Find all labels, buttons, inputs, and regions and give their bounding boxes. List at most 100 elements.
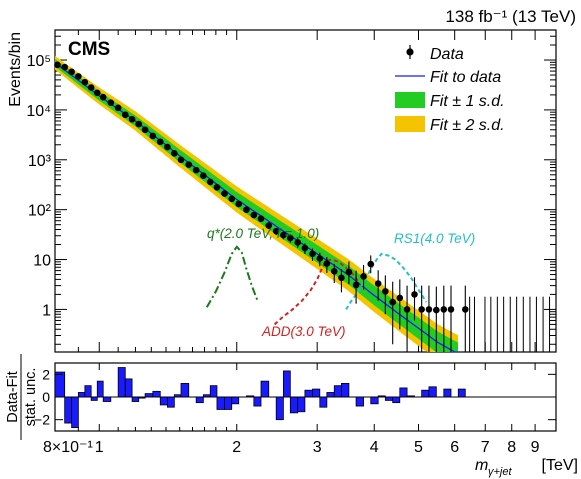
x-tick-label: 5 bbox=[414, 439, 423, 456]
data-point bbox=[294, 239, 302, 246]
residual-bar bbox=[216, 396, 225, 410]
residual-ylabel-bottom: stat. unc. bbox=[23, 368, 39, 427]
data-point bbox=[128, 115, 136, 123]
legend: Data Fit to data Fit ± 1 s.d. Fit ± 2 s.… bbox=[395, 45, 505, 134]
data-point bbox=[418, 306, 425, 313]
data-point bbox=[228, 195, 236, 203]
residual-ylabel-top: Data-Fit bbox=[5, 371, 21, 423]
residual-bar bbox=[370, 396, 379, 405]
y-tick-label: 10⁵ bbox=[27, 53, 51, 70]
residual-bar bbox=[304, 389, 313, 398]
residual-bar bbox=[326, 392, 335, 398]
residual-bar bbox=[167, 396, 175, 408]
data-point bbox=[440, 306, 448, 313]
data-point bbox=[221, 190, 228, 197]
luminosity-label: 138 fb⁻¹ (13 TeV) bbox=[445, 7, 576, 26]
residual-bar bbox=[84, 385, 92, 398]
x-tick-label: 8 bbox=[507, 439, 516, 456]
data-point bbox=[411, 291, 418, 298]
residual-bar bbox=[96, 380, 104, 398]
data-point bbox=[192, 166, 200, 174]
y-tick-label: 10⁴ bbox=[26, 103, 51, 120]
data-point bbox=[309, 250, 316, 258]
data-point bbox=[447, 306, 455, 313]
data-point bbox=[61, 63, 68, 71]
data-point bbox=[107, 99, 115, 106]
data-point bbox=[164, 143, 171, 151]
signal-label-rs1: RS1(4.0 TeV) bbox=[394, 231, 475, 246]
legend-label-2sd: Fit ± 2 s.d. bbox=[430, 117, 505, 134]
residual-bar bbox=[297, 396, 306, 413]
residual-bar bbox=[341, 382, 350, 398]
residual-bar bbox=[457, 388, 466, 398]
legend-entry-2sd: Fit ± 2 s.d. bbox=[395, 116, 505, 134]
data-point bbox=[345, 268, 353, 276]
legend-entry-1sd: Fit ± 1 s.d. bbox=[395, 92, 505, 110]
data-point bbox=[135, 120, 143, 128]
residual-bar bbox=[77, 392, 86, 398]
signal-label-qstar: q*(2.0 TeV, f = 1.0) bbox=[207, 226, 319, 241]
data-point bbox=[177, 156, 185, 164]
residual-bar bbox=[282, 370, 291, 398]
residual-bar bbox=[124, 378, 133, 398]
fit-line-path bbox=[54, 62, 458, 353]
residual-bar bbox=[209, 385, 218, 398]
residual-bar bbox=[102, 396, 112, 402]
residual-bar bbox=[253, 396, 262, 407]
data-point bbox=[250, 211, 258, 219]
residual-bar bbox=[333, 385, 342, 398]
data-point bbox=[206, 178, 214, 186]
data-point bbox=[287, 234, 294, 242]
residual-bar bbox=[231, 396, 240, 405]
x-tick-label: 8×10⁻¹ bbox=[43, 439, 93, 456]
data-point bbox=[141, 126, 149, 134]
residual-bar bbox=[117, 367, 126, 398]
data-point bbox=[374, 280, 382, 287]
data-point bbox=[338, 274, 345, 282]
residual-bar bbox=[180, 382, 190, 398]
x-tick-label: 9 bbox=[531, 439, 540, 456]
x-axis-label: m γ+jet [TeV] bbox=[475, 457, 578, 478]
signal-curve-0 bbox=[205, 245, 259, 308]
data-point bbox=[156, 138, 164, 146]
data-point bbox=[316, 255, 324, 262]
main-x-ticks bbox=[54, 30, 536, 352]
residual-y-tick-label: −2 bbox=[34, 412, 50, 428]
data-point bbox=[382, 288, 389, 295]
data-point bbox=[425, 306, 433, 313]
legend-label-1sd: Fit ± 1 s.d. bbox=[430, 93, 505, 110]
data-points bbox=[54, 61, 469, 352]
residual-bar bbox=[319, 396, 328, 408]
data-point bbox=[93, 89, 101, 97]
residual-y-axis: 2 0 −2 bbox=[34, 366, 556, 428]
data-point bbox=[389, 298, 397, 306]
legend-label-fit: Fit to data bbox=[430, 69, 501, 86]
residual-bar bbox=[90, 396, 98, 401]
data-point bbox=[272, 227, 280, 235]
data-point bbox=[243, 206, 250, 213]
signal-label-add: ADD(3.0 TeV) bbox=[261, 324, 346, 339]
residual-bars bbox=[54, 367, 466, 429]
residual-bar bbox=[443, 388, 452, 398]
residual-bar bbox=[152, 390, 161, 398]
main-y-axis: 1 10 10² 10³ 10⁴ 10⁵ bbox=[26, 29, 556, 345]
data-point bbox=[433, 306, 440, 314]
residual-panel: 2 0 −2 8×10⁻¹ 1 2 3 4 5 6 7 8 9 Data-Fit stat. unc.… bbox=[5, 354, 578, 478]
legend-label-data: Data bbox=[430, 46, 464, 63]
x-tick-label: 7 bbox=[481, 439, 490, 456]
data-point bbox=[352, 281, 360, 289]
x-tick-label: 6 bbox=[450, 439, 459, 456]
residual-bar bbox=[312, 388, 321, 398]
residual-bar bbox=[71, 396, 79, 429]
fit-line bbox=[54, 62, 458, 353]
x-axis-label-symbol: m bbox=[475, 457, 488, 474]
x-tick-label: 2 bbox=[232, 439, 241, 456]
data-point bbox=[121, 111, 129, 119]
data-point bbox=[68, 68, 75, 76]
residual-bar bbox=[64, 396, 73, 424]
data-point bbox=[461, 306, 469, 313]
data-point bbox=[235, 200, 243, 208]
residual-bar bbox=[195, 396, 204, 404]
data-point bbox=[280, 231, 287, 239]
data-point bbox=[75, 73, 82, 80]
